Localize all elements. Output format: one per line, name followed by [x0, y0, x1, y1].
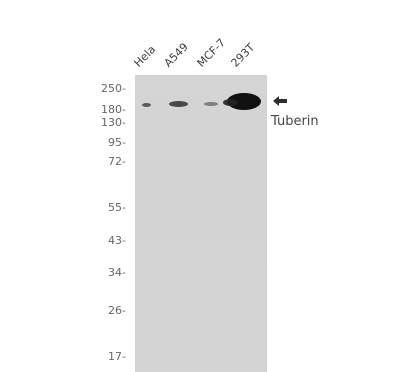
left-arrow-icon	[273, 96, 287, 106]
marker-95: 95-	[108, 136, 126, 149]
band-293t	[227, 93, 261, 110]
marker-17: 17-	[108, 350, 126, 363]
target-label: Tuberin	[271, 114, 319, 129]
marker-43: 43-	[108, 234, 126, 247]
marker-180: 180-	[101, 103, 126, 116]
lane-label-hela: Hela	[131, 42, 159, 70]
band-293t-tail	[223, 99, 238, 106]
band-hela	[142, 103, 151, 107]
marker-72: 72-	[108, 155, 126, 168]
lane-label-mcf-7: MCF-7	[194, 36, 229, 70]
marker-34: 34-	[108, 266, 126, 279]
band-mcf-7	[204, 102, 218, 106]
blot-membrane	[135, 75, 267, 372]
lane-label-a549: A549	[161, 40, 191, 70]
marker-55: 55-	[108, 201, 126, 214]
marker-250: 250-	[101, 82, 126, 95]
band-a549	[169, 101, 188, 107]
marker-130: 130-	[101, 116, 126, 129]
lane-label-293t: 293T	[228, 40, 258, 70]
marker-26: 26-	[108, 304, 126, 317]
